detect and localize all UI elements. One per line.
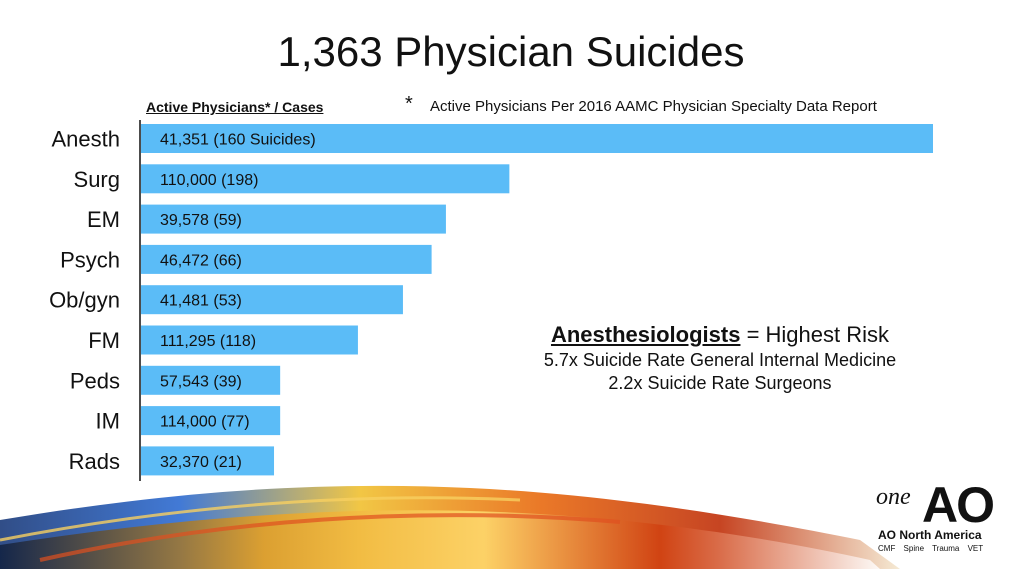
category-label: IM bbox=[96, 409, 120, 434]
bar-data-label: 57,543 (39) bbox=[160, 373, 242, 390]
logo-org: AO North America bbox=[878, 528, 982, 542]
bar-em bbox=[141, 204, 446, 234]
bar-data-label: 41,481 (53) bbox=[160, 293, 242, 310]
callout-rest: = Highest Risk bbox=[740, 322, 890, 347]
callout-highlight: Anesthesiologists bbox=[550, 322, 741, 347]
category-label: Ob/gyn bbox=[49, 288, 120, 313]
decorative-swirl bbox=[0, 485, 900, 569]
footnote: Active Physicians Per 2016 AAMC Physicia… bbox=[430, 98, 877, 115]
bar-rads bbox=[141, 446, 275, 476]
category-label: Rads bbox=[69, 449, 120, 474]
callout-headline: Anesthesiologists = Highest Risk bbox=[505, 322, 935, 348]
bar-surg bbox=[141, 164, 510, 194]
logo-ao: AO bbox=[922, 477, 995, 533]
bar-data-label: 111,295 (118) bbox=[160, 333, 256, 350]
bar-fm bbox=[141, 325, 358, 355]
column-header: Active Physicians* / Cases bbox=[146, 99, 324, 115]
bar-peds bbox=[141, 365, 281, 395]
slide-title: 1,363 Physician Suicides bbox=[277, 28, 745, 75]
callout-line-3: 2.2x Suicide Rate Surgeons bbox=[608, 373, 832, 393]
bars-group: Anesth 41,351 (160 Suicides) Surg 110,000 (… bbox=[49, 124, 933, 476]
bar-ob-gyn bbox=[141, 285, 403, 315]
bar-data-label: 41,351 (160 Suicides) bbox=[160, 132, 316, 149]
category-label: Peds bbox=[70, 368, 120, 393]
logo-one: one bbox=[876, 484, 911, 510]
oneao-logo: one AO AO North America CMF Spine Trauma… bbox=[870, 477, 1000, 558]
footnote-marker: * bbox=[405, 93, 413, 115]
bar-data-label: 110,000 (198) bbox=[160, 172, 258, 189]
category-label: Anesth bbox=[52, 127, 121, 152]
bar-psych bbox=[141, 244, 432, 274]
bar-data-label: 32,370 (21) bbox=[160, 454, 242, 471]
bar-data-label: 39,578 (59) bbox=[160, 212, 242, 229]
risk-callout: Anesthesiologists = Highest Risk 5.7x Su… bbox=[505, 322, 935, 394]
callout-line-2: 5.7x Suicide Rate General Internal Medic… bbox=[543, 350, 897, 370]
category-label: EM bbox=[87, 207, 120, 232]
bar-data-label: 46,472 (66) bbox=[160, 252, 242, 269]
category-label: Surg bbox=[74, 167, 120, 192]
category-label: FM bbox=[88, 328, 120, 353]
bar-anesth bbox=[141, 124, 933, 153]
category-label: Psych bbox=[60, 247, 120, 272]
logo-divisions: CMF Spine Trauma VET bbox=[878, 544, 984, 553]
bar-im bbox=[141, 406, 281, 436]
bar-data-label: 114,000 (77) bbox=[160, 414, 250, 431]
